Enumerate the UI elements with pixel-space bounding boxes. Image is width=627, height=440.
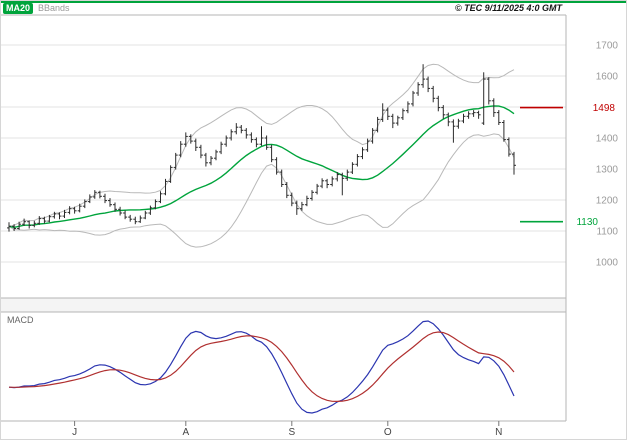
svg-text:1300: 1300 bbox=[596, 165, 619, 176]
svg-text:1400: 1400 bbox=[596, 134, 619, 145]
bbands-legend: BBands bbox=[38, 3, 70, 13]
svg-text:O: O bbox=[384, 427, 392, 438]
chart-header: MA20 BBands © TEC 9/11/2025 4:0 GMT bbox=[1, 3, 626, 15]
svg-text:J: J bbox=[72, 427, 77, 438]
svg-text:1600: 1600 bbox=[596, 72, 619, 83]
svg-text:S: S bbox=[288, 427, 295, 438]
svg-text:A: A bbox=[182, 427, 189, 438]
ma20-legend: MA20 bbox=[3, 3, 34, 14]
macd-panel-label: MACD bbox=[7, 315, 34, 325]
svg-text:1700: 1700 bbox=[596, 41, 619, 52]
svg-text:1130: 1130 bbox=[576, 217, 598, 228]
svg-text:1498: 1498 bbox=[593, 103, 616, 114]
copyright-text: © TEC 9/11/2025 4:0 GMT bbox=[454, 3, 562, 13]
svg-text:1000: 1000 bbox=[596, 258, 619, 269]
svg-text:1100: 1100 bbox=[596, 227, 618, 238]
top-accent-bar bbox=[1, 1, 626, 3]
svg-text:N: N bbox=[495, 427, 502, 438]
svg-text:1200: 1200 bbox=[596, 196, 619, 207]
